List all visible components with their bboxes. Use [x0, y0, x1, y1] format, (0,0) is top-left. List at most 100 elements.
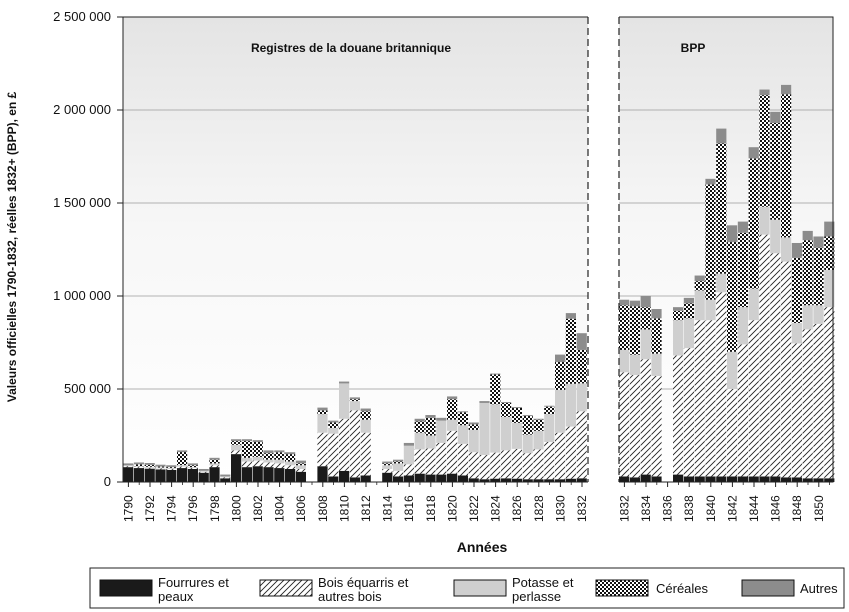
bar-other-1845 — [759, 89, 770, 96]
bar-potash-1804 — [274, 459, 285, 464]
bar-cereal-1815 — [393, 461, 404, 464]
bar-other-1792 — [144, 463, 155, 465]
x-axis-title: Années — [457, 539, 508, 555]
bar-fur-1834 — [640, 474, 651, 482]
bar-potash-1825 — [501, 416, 512, 451]
bar-fur-1844 — [748, 476, 759, 482]
bar-fur-1838 — [683, 476, 694, 482]
panel-label-bpp: BPP — [681, 41, 706, 55]
bar-other-1812 — [360, 408, 371, 412]
x-tick-label: 1840 — [704, 495, 718, 522]
bar-cereal-1851 — [824, 236, 835, 270]
bar-cereal-1833 — [629, 306, 640, 355]
bar-fur-1828 — [533, 479, 544, 482]
bar-potash-1844 — [748, 288, 759, 321]
bar-wood-1824 — [490, 452, 501, 479]
bar-other-1795 — [177, 450, 188, 453]
bar-wood-1840 — [705, 320, 716, 477]
x-tick-label: 1830 — [553, 495, 567, 522]
panel-backgrounds — [123, 17, 833, 482]
bar-potash-1812 — [360, 419, 371, 433]
bar-potash-1841 — [716, 273, 727, 293]
bar-other-1806 — [295, 460, 306, 464]
bar-potash-1851 — [824, 269, 835, 308]
bar-fur-1835 — [651, 476, 662, 482]
bar-wood-1828 — [533, 449, 544, 480]
bar-fur-1848 — [791, 477, 802, 482]
bar-fur-1811 — [349, 477, 360, 482]
bar-cereal-1798 — [209, 459, 220, 464]
bar-fur-1845 — [759, 476, 770, 482]
bar-wood-1827 — [522, 453, 533, 480]
bar-wood-1850 — [813, 323, 824, 479]
bar-cereal-1842 — [727, 242, 738, 352]
bar-fur-1791 — [133, 468, 144, 482]
bar-wood-1814 — [382, 468, 393, 473]
x-tick-label: 1836 — [661, 495, 675, 522]
bar-potash-1818 — [425, 435, 436, 449]
bar-potash-1834 — [640, 329, 651, 360]
bar-potash-1794 — [166, 468, 177, 469]
bar-fur-1803 — [263, 467, 274, 482]
bar-fur-1820 — [447, 473, 458, 482]
bar-other-1834 — [640, 296, 651, 308]
bar-cereal-1841 — [716, 143, 727, 274]
x-tick-label: 1818 — [424, 495, 438, 522]
bar-fur-1810 — [339, 470, 350, 482]
x-tick-label: 1790 — [121, 495, 135, 522]
bar-wood-1805 — [285, 465, 296, 469]
bar-fur-1815 — [393, 476, 404, 482]
bar-potash-1842 — [727, 351, 738, 389]
x-tick-label: 1796 — [186, 495, 200, 522]
bar-wood-1832 — [619, 372, 630, 477]
y-tick-label: 0 — [104, 474, 111, 489]
bar-wood-1808 — [317, 432, 328, 467]
bar-potash-1791 — [133, 466, 144, 468]
x-tick-label: 1824 — [489, 495, 503, 522]
legend-label-wood: Bois équarris et autres bois — [318, 575, 409, 604]
bar-fur-1833 — [629, 477, 640, 482]
bar-potash-1831 — [565, 383, 576, 427]
bar-other-1805 — [285, 452, 296, 455]
x-tick-label: 1842 — [725, 495, 739, 522]
y-tick-label: 1 500 000 — [53, 195, 111, 210]
bar-fur-1825 — [501, 478, 512, 482]
bar-wood-1845 — [759, 234, 770, 477]
bar-fur-1819 — [436, 474, 447, 482]
bar-wood-1822 — [468, 452, 479, 479]
bar-cereal-1792 — [144, 464, 155, 467]
bar-cereal-1812 — [360, 411, 371, 420]
bar-cereal-1809 — [328, 422, 339, 429]
y-axis-title: Valeurs officielles 1790-1832, réelles 1… — [5, 91, 19, 402]
bar-cereal-1814 — [382, 463, 393, 466]
bar-fur-1809 — [328, 476, 339, 482]
bar-wood-1794 — [166, 468, 177, 470]
x-axis: 1790 1792 1794 1796 1798 1800 1802 1804 1806 1808… — [121, 482, 830, 522]
bar-potash-1792 — [144, 466, 155, 468]
bar-wood-1835 — [651, 375, 662, 477]
bar-cereal-1811 — [349, 399, 360, 402]
panel-label-customs: Registres de la douane britannique — [251, 41, 451, 55]
bar-cereal-1846 — [770, 123, 781, 220]
bar-cereal-1844 — [748, 158, 759, 289]
bar-potash-1845 — [759, 206, 770, 235]
bar-wood-1846 — [770, 253, 781, 477]
bar-cereal-1794 — [166, 467, 177, 469]
bar-cereal-1843 — [737, 232, 748, 308]
bar-wood-1818 — [425, 448, 436, 475]
bar-other-1814 — [382, 461, 393, 464]
bar-wood-1795 — [177, 466, 188, 469]
bar-cereal-1831 — [565, 318, 576, 384]
bar-other-1790 — [123, 463, 134, 466]
bar-potash-1822 — [468, 429, 479, 453]
bar-cereal-1827 — [522, 415, 533, 435]
bar-wood-1811 — [349, 410, 360, 478]
bar-cereal-1839 — [694, 281, 705, 291]
bar-fur-1849 — [802, 478, 813, 482]
x-tick-label: 1832 — [617, 495, 631, 522]
bar-fur-1797 — [198, 472, 209, 482]
x-tick-label: 1846 — [769, 495, 783, 522]
y-tick-label: 2 000 000 — [53, 102, 111, 117]
bar-potash-1838 — [683, 318, 694, 349]
bar-wood-1848 — [791, 343, 802, 478]
